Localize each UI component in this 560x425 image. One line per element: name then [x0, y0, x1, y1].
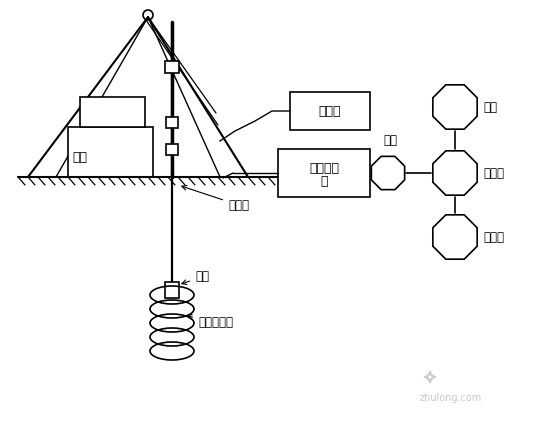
Bar: [165, 61, 179, 73]
Text: 浆桶: 浆桶: [383, 134, 397, 147]
Text: 泵: 泵: [320, 175, 328, 187]
Bar: [80, 97, 145, 127]
Bar: [278, 149, 370, 197]
Text: 空压机: 空压机: [319, 105, 341, 117]
Bar: [290, 92, 370, 130]
Polygon shape: [433, 85, 477, 129]
Text: 水泥仓: 水泥仓: [483, 230, 504, 244]
Text: 钒机: 钒机: [72, 150, 87, 164]
Text: 搦拌机: 搦拌机: [483, 167, 504, 179]
Polygon shape: [371, 156, 405, 190]
Bar: [165, 282, 179, 298]
Text: 水筱: 水筱: [483, 100, 497, 113]
Bar: [68, 127, 153, 177]
Bar: [166, 117, 178, 128]
Polygon shape: [433, 151, 477, 195]
Bar: [166, 144, 178, 155]
Text: 喉头: 喉头: [182, 270, 209, 284]
Text: 旋噴固结体: 旋噴固结体: [187, 314, 233, 329]
Text: 高压泥浆: 高压泥浆: [309, 162, 339, 175]
Text: zhulong.com: zhulong.com: [420, 393, 482, 403]
Text: 注浆管: 注浆管: [182, 185, 249, 212]
Polygon shape: [433, 215, 477, 259]
